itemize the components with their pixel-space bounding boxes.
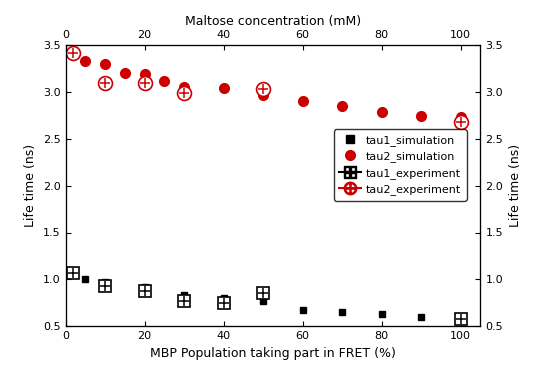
Y-axis label: Life time (ns): Life time (ns) [25, 144, 37, 227]
Y-axis label: Life time (ns): Life time (ns) [509, 144, 521, 227]
X-axis label: MBP Population taking part in FRET (%): MBP Population taking part in FRET (%) [150, 346, 396, 360]
X-axis label: Maltose concentration (mM): Maltose concentration (mM) [185, 15, 361, 28]
Legend: tau1_simulation, tau2_simulation, tau1_experiment, tau2_experiment: tau1_simulation, tau2_simulation, tau1_e… [334, 129, 467, 201]
